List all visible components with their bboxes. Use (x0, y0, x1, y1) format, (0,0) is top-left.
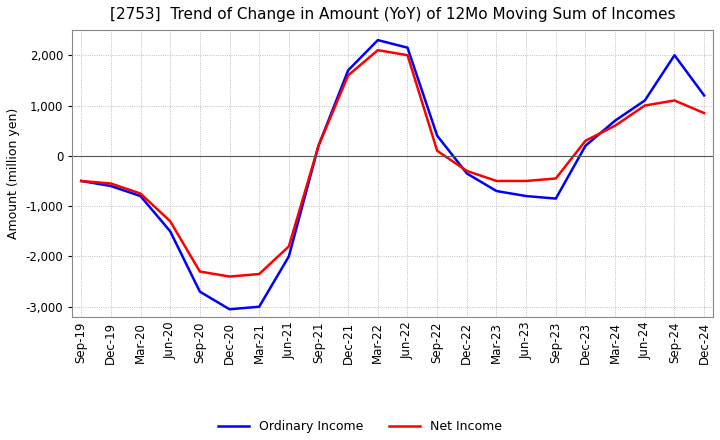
Net Income (225, 274, 234, 279)
Title: [2753]  Trend of Change in Amount (YoY) of 12Mo Moving Sum of Incomes: [2753] Trend of Change in Amount (YoY) o… (110, 7, 675, 22)
Ordinary Income (225, 307, 234, 312)
Ordinary Income (196, 289, 204, 294)
Ordinary Income (670, 52, 679, 58)
Net Income (433, 148, 441, 154)
Net Income (700, 110, 708, 116)
Net Income (552, 176, 560, 181)
Ordinary Income (581, 143, 590, 148)
Ordinary Income (107, 183, 115, 189)
Net Income (403, 52, 412, 58)
Net Income (166, 219, 174, 224)
Ordinary Income (522, 194, 531, 199)
Ordinary Income (433, 133, 441, 138)
Ordinary Income (314, 143, 323, 148)
Y-axis label: Amount (million yen): Amount (million yen) (7, 108, 20, 239)
Ordinary Income (344, 68, 353, 73)
Ordinary Income (136, 194, 145, 199)
Legend: Ordinary Income, Net Income: Ordinary Income, Net Income (213, 415, 507, 438)
Ordinary Income (611, 118, 619, 123)
Line: Net Income: Net Income (81, 50, 704, 277)
Net Income (492, 178, 501, 183)
Net Income (670, 98, 679, 103)
Net Income (581, 138, 590, 143)
Ordinary Income (552, 196, 560, 201)
Ordinary Income (641, 98, 649, 103)
Net Income (255, 271, 264, 277)
Ordinary Income (255, 304, 264, 309)
Net Income (641, 103, 649, 108)
Net Income (136, 191, 145, 196)
Ordinary Income (462, 171, 471, 176)
Net Income (107, 181, 115, 186)
Net Income (344, 73, 353, 78)
Ordinary Income (403, 45, 412, 50)
Net Income (462, 168, 471, 173)
Net Income (611, 123, 619, 128)
Ordinary Income (492, 188, 501, 194)
Ordinary Income (284, 254, 293, 259)
Net Income (196, 269, 204, 274)
Ordinary Income (77, 178, 86, 183)
Ordinary Income (166, 229, 174, 234)
Net Income (314, 143, 323, 148)
Ordinary Income (700, 93, 708, 98)
Net Income (374, 48, 382, 53)
Ordinary Income (374, 37, 382, 43)
Net Income (522, 178, 531, 183)
Line: Ordinary Income: Ordinary Income (81, 40, 704, 309)
Net Income (284, 244, 293, 249)
Net Income (77, 178, 86, 183)
